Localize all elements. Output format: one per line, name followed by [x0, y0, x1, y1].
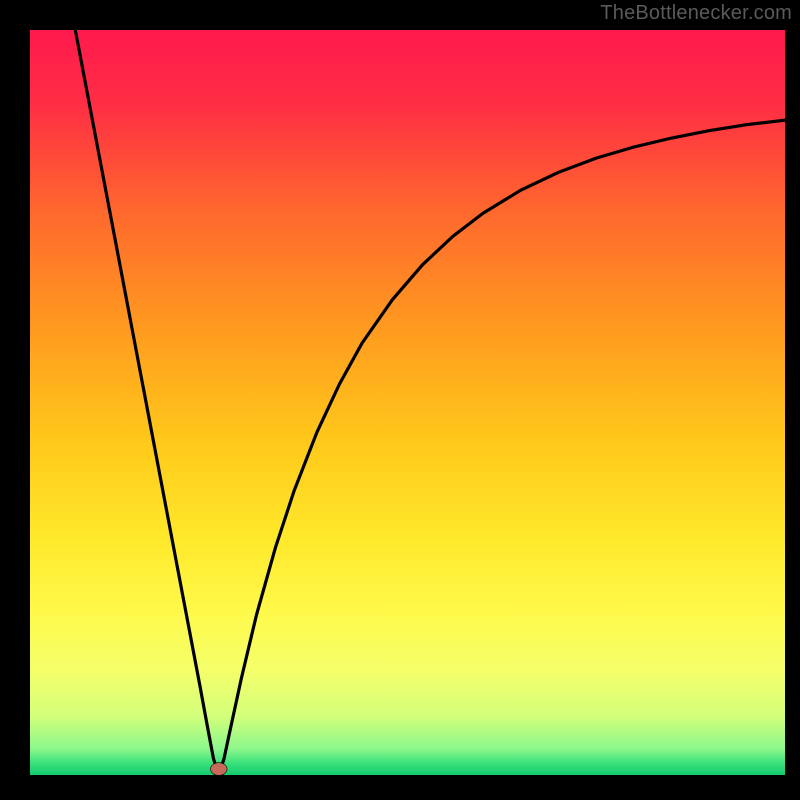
watermark-text: TheBottlenecker.com [600, 2, 792, 25]
min-point-marker [210, 763, 227, 775]
chart-svg [30, 30, 785, 775]
chart-plot-area [30, 30, 785, 775]
gradient-background [30, 30, 785, 775]
